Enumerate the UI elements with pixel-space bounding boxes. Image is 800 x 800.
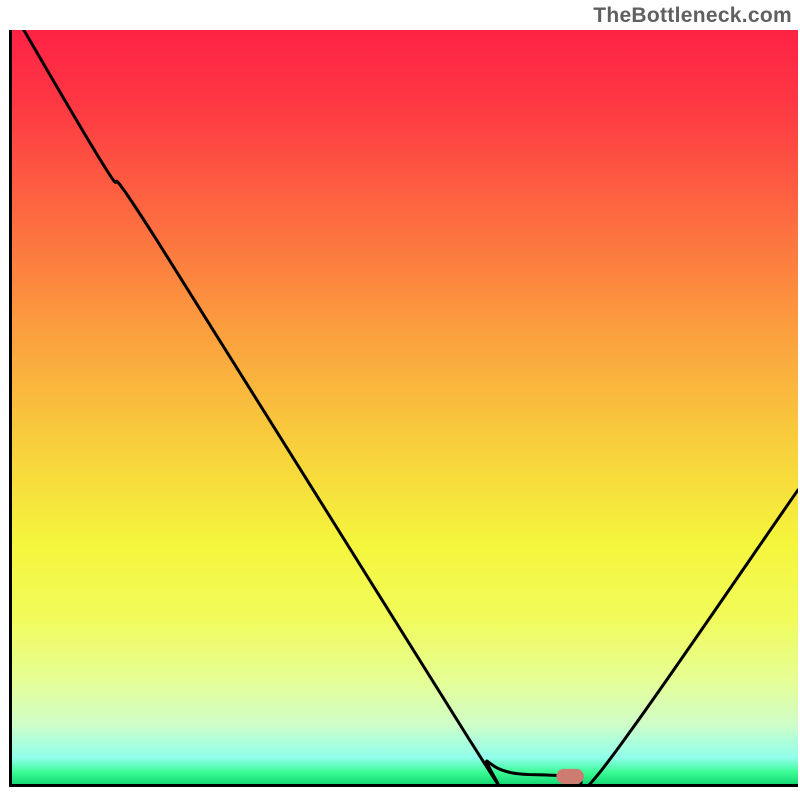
x-axis <box>9 784 798 787</box>
sweet-spot-marker <box>556 769 584 784</box>
watermark-text: TheBottleneck.com <box>593 4 792 28</box>
plot-area <box>12 30 798 784</box>
gradient-background <box>12 30 798 784</box>
y-axis <box>9 30 12 787</box>
plot-svg <box>12 30 798 784</box>
chart-container: TheBottleneck.com <box>0 0 800 800</box>
